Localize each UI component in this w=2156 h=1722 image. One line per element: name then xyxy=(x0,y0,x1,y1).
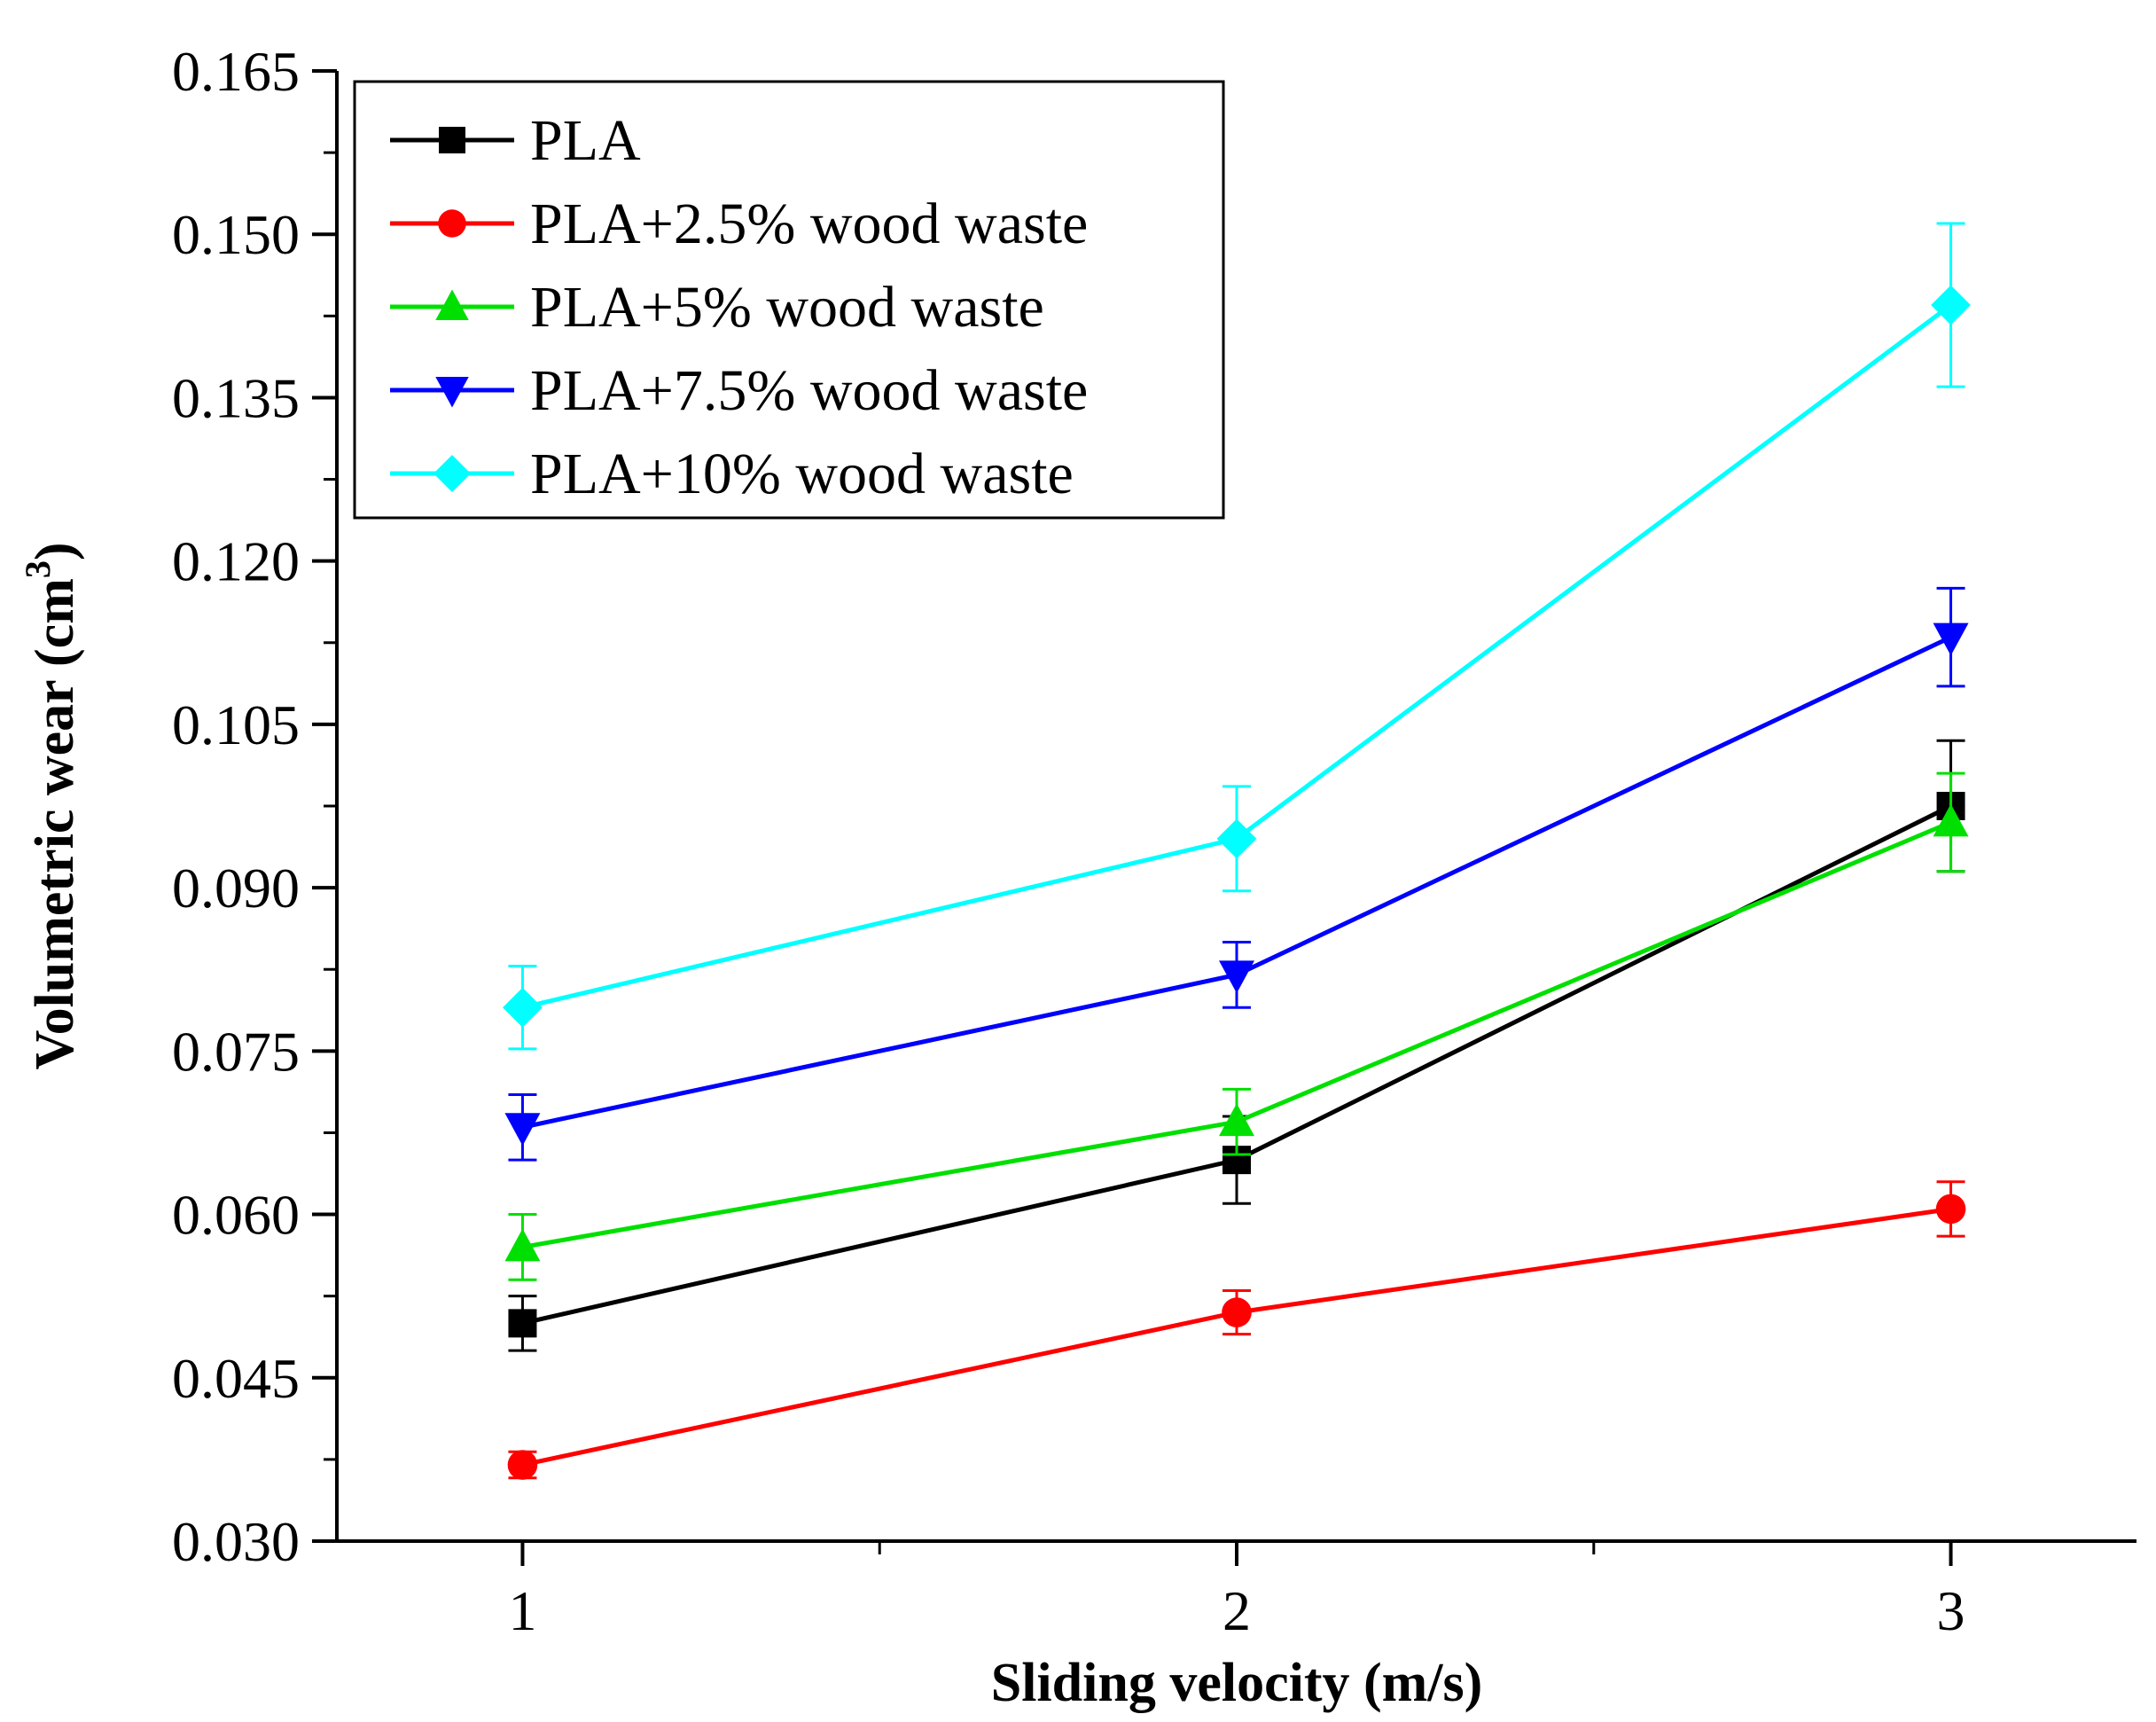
legend-entry: PLA xyxy=(390,108,641,173)
y-tick-label: 0.030 xyxy=(172,1510,300,1573)
y-axis-title: Volumetric wear (cm3) xyxy=(18,542,85,1069)
legend-label: PLA+10% wood waste xyxy=(530,442,1074,506)
x-axis-title: Sliding velocity (m/s) xyxy=(991,1653,1483,1713)
data-point xyxy=(507,1450,538,1480)
legend-label: PLA+5% wood waste xyxy=(530,275,1044,340)
legend-entry: PLA+2.5% wood waste xyxy=(390,192,1088,256)
legend-marker xyxy=(438,209,466,238)
legend: PLA PLA+2.5% wood waste PLA+5% wood waste P… xyxy=(353,80,1225,520)
x-tick-label: 2 xyxy=(1223,1579,1251,1642)
data-point xyxy=(1216,818,1257,859)
legend-marker xyxy=(435,377,469,408)
data-point xyxy=(504,1113,541,1147)
y-axis-title-close: ) xyxy=(25,542,85,560)
y-tick-label: 0.060 xyxy=(172,1184,300,1247)
y-axis-title-main: Volumetric wear (cm xyxy=(25,578,85,1069)
legend-label: PLA+2.5% wood waste xyxy=(530,192,1088,256)
legend-entry: PLA+7.5% wood waste xyxy=(390,358,1088,423)
axes: 0.030 0.045 0.060 0.075 0.090 0.105 0.120 0.135… xyxy=(172,40,2136,1642)
data-point xyxy=(503,987,543,1028)
series-4 xyxy=(504,586,1969,1162)
legend-marker xyxy=(434,455,471,492)
y-tick-label: 0.165 xyxy=(172,40,300,103)
series-group xyxy=(503,222,1971,1480)
legend-entry: PLA+10% wood waste xyxy=(390,442,1074,506)
legend-label: PLA xyxy=(530,108,641,173)
series-line xyxy=(521,1206,1951,1468)
data-point xyxy=(1933,622,1969,656)
series-2 xyxy=(507,1180,1966,1480)
legend-label: PLA+7.5% wood waste xyxy=(530,358,1088,423)
x-tick-label: 1 xyxy=(508,1579,536,1642)
data-point xyxy=(1219,960,1254,994)
data-point xyxy=(504,1228,541,1262)
data-point xyxy=(1931,285,1971,325)
y-tick-label: 0.045 xyxy=(172,1347,300,1410)
y-tick-label: 0.135 xyxy=(172,366,300,429)
y-tick-label: 0.150 xyxy=(172,203,300,266)
y-tick-label: 0.075 xyxy=(172,1020,300,1083)
y-tick-label: 0.090 xyxy=(172,857,300,920)
legend-box xyxy=(353,80,1225,520)
x-tick-label: 3 xyxy=(1937,1579,1965,1642)
series-5 xyxy=(503,222,1971,1051)
series-3 xyxy=(504,771,1969,1281)
y-tick-label: 0.105 xyxy=(172,693,300,756)
data-point xyxy=(1935,1194,1966,1225)
data-point xyxy=(1222,1297,1252,1327)
legend-entry: PLA+5% wood waste xyxy=(390,275,1044,340)
data-point xyxy=(1933,803,1969,837)
data-point xyxy=(1219,1103,1254,1137)
y-axis-title-superscript: 3 xyxy=(18,560,58,578)
y-tick-label: 0.120 xyxy=(172,530,300,593)
legend-marker xyxy=(435,289,469,320)
data-point xyxy=(508,1309,537,1338)
legend-marker xyxy=(439,127,465,153)
